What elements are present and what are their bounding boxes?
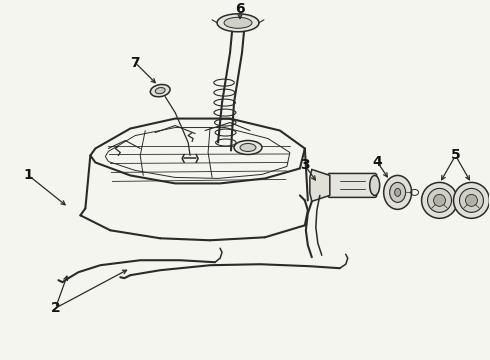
Polygon shape bbox=[310, 170, 330, 201]
FancyBboxPatch shape bbox=[328, 174, 377, 197]
Text: 7: 7 bbox=[130, 56, 140, 70]
Ellipse shape bbox=[234, 140, 262, 154]
Text: 4: 4 bbox=[373, 156, 383, 170]
Circle shape bbox=[434, 194, 445, 206]
Circle shape bbox=[466, 194, 477, 206]
Ellipse shape bbox=[384, 175, 412, 210]
Circle shape bbox=[428, 188, 451, 212]
Ellipse shape bbox=[217, 14, 259, 32]
Text: 2: 2 bbox=[50, 301, 60, 315]
Ellipse shape bbox=[390, 183, 406, 202]
Ellipse shape bbox=[155, 87, 165, 94]
Text: 1: 1 bbox=[24, 168, 33, 183]
Ellipse shape bbox=[370, 175, 380, 195]
Text: 3: 3 bbox=[300, 158, 310, 172]
Ellipse shape bbox=[394, 188, 401, 197]
Circle shape bbox=[454, 183, 490, 218]
Ellipse shape bbox=[150, 85, 170, 97]
Text: 6: 6 bbox=[235, 2, 245, 16]
Circle shape bbox=[421, 183, 458, 218]
Text: 5: 5 bbox=[451, 148, 461, 162]
Ellipse shape bbox=[240, 144, 256, 152]
Circle shape bbox=[460, 188, 484, 212]
Ellipse shape bbox=[224, 17, 252, 28]
